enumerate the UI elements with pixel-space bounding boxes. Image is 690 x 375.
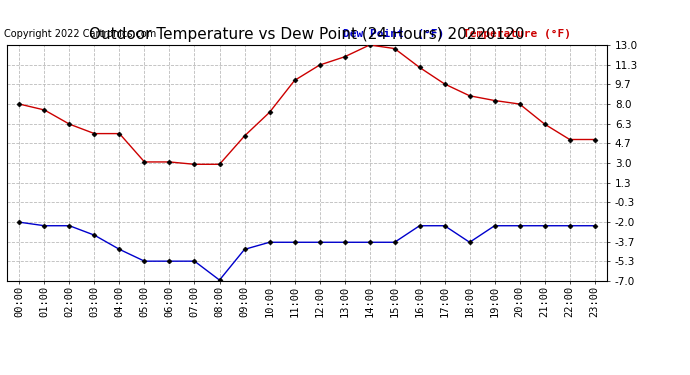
Title: Outdoor Temperature vs Dew Point (24 Hours) 20220120: Outdoor Temperature vs Dew Point (24 Hou… bbox=[89, 27, 525, 42]
Text: Dew Point  (°F): Dew Point (°F) bbox=[343, 29, 444, 39]
Text: Copyright 2022 Cartronics.com: Copyright 2022 Cartronics.com bbox=[4, 29, 156, 39]
Text: Temperature (°F): Temperature (°F) bbox=[463, 29, 571, 39]
